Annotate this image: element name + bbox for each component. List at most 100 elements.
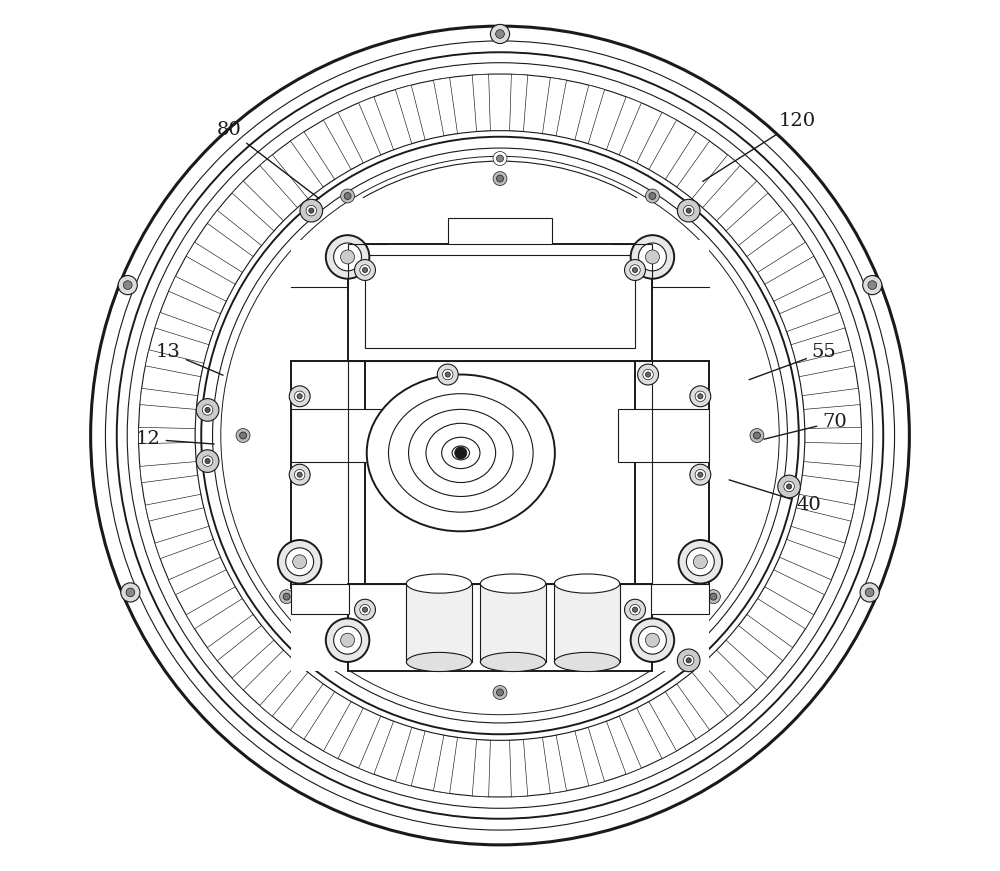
- Circle shape: [690, 464, 711, 485]
- Circle shape: [645, 250, 659, 264]
- Polygon shape: [433, 78, 458, 136]
- Circle shape: [344, 192, 351, 199]
- Circle shape: [497, 155, 503, 162]
- Polygon shape: [717, 640, 768, 690]
- Polygon shape: [359, 716, 394, 774]
- Polygon shape: [692, 155, 740, 207]
- Circle shape: [493, 685, 507, 699]
- Polygon shape: [260, 155, 308, 207]
- Circle shape: [306, 206, 317, 216]
- Circle shape: [201, 137, 799, 734]
- Bar: [348, 584, 652, 671]
- Circle shape: [496, 30, 504, 38]
- Polygon shape: [140, 388, 198, 409]
- Circle shape: [445, 372, 450, 377]
- Circle shape: [360, 265, 370, 275]
- Circle shape: [213, 148, 787, 723]
- Circle shape: [693, 555, 707, 569]
- Circle shape: [786, 484, 792, 490]
- Ellipse shape: [389, 394, 533, 512]
- Circle shape: [91, 26, 909, 845]
- Circle shape: [437, 364, 458, 385]
- Polygon shape: [796, 494, 855, 521]
- Circle shape: [105, 41, 895, 830]
- Text: 70: 70: [764, 413, 847, 439]
- Circle shape: [706, 590, 720, 604]
- Circle shape: [121, 583, 140, 602]
- Bar: [291, 584, 349, 614]
- Polygon shape: [717, 181, 768, 231]
- Circle shape: [677, 199, 700, 222]
- Circle shape: [686, 548, 714, 576]
- Polygon shape: [359, 97, 394, 155]
- Circle shape: [300, 199, 323, 222]
- Circle shape: [686, 208, 691, 213]
- Circle shape: [196, 449, 219, 472]
- Bar: [635, 361, 709, 588]
- Circle shape: [493, 172, 507, 186]
- Circle shape: [202, 405, 213, 415]
- Polygon shape: [606, 97, 641, 155]
- Circle shape: [341, 633, 355, 647]
- Circle shape: [309, 208, 314, 213]
- Circle shape: [455, 447, 467, 459]
- Polygon shape: [787, 526, 845, 558]
- Circle shape: [221, 157, 779, 714]
- Polygon shape: [155, 313, 213, 345]
- Polygon shape: [155, 526, 213, 558]
- Circle shape: [326, 235, 369, 279]
- Circle shape: [863, 275, 882, 294]
- Circle shape: [362, 607, 368, 612]
- Polygon shape: [738, 210, 793, 257]
- Circle shape: [443, 369, 453, 380]
- Circle shape: [221, 157, 779, 714]
- Circle shape: [631, 618, 674, 662]
- Polygon shape: [575, 727, 605, 786]
- Circle shape: [643, 369, 653, 380]
- Bar: [651, 584, 709, 614]
- Ellipse shape: [367, 375, 555, 531]
- Circle shape: [679, 540, 722, 584]
- Polygon shape: [145, 350, 204, 377]
- Bar: [406, 584, 472, 662]
- Circle shape: [236, 429, 250, 442]
- Circle shape: [202, 456, 213, 466]
- Polygon shape: [665, 132, 710, 187]
- Circle shape: [286, 548, 314, 576]
- Polygon shape: [472, 74, 490, 132]
- Ellipse shape: [452, 446, 470, 460]
- Bar: [448, 218, 552, 244]
- Polygon shape: [395, 85, 425, 144]
- Polygon shape: [542, 78, 567, 136]
- Circle shape: [686, 658, 691, 663]
- Circle shape: [362, 267, 368, 273]
- Bar: [291, 240, 709, 671]
- Circle shape: [632, 267, 638, 273]
- Polygon shape: [139, 428, 195, 443]
- Ellipse shape: [480, 652, 546, 672]
- Text: 13: 13: [156, 343, 223, 375]
- Bar: [480, 584, 546, 662]
- Polygon shape: [796, 350, 855, 377]
- Circle shape: [127, 63, 873, 808]
- Circle shape: [341, 250, 355, 264]
- Polygon shape: [290, 684, 335, 739]
- Circle shape: [289, 464, 310, 485]
- Circle shape: [294, 469, 305, 480]
- Polygon shape: [169, 557, 226, 595]
- Circle shape: [649, 192, 656, 199]
- Ellipse shape: [406, 574, 472, 593]
- Circle shape: [205, 458, 210, 463]
- Ellipse shape: [554, 574, 620, 593]
- Circle shape: [240, 432, 247, 439]
- Polygon shape: [665, 684, 710, 739]
- Circle shape: [297, 472, 302, 477]
- Circle shape: [868, 280, 877, 289]
- Circle shape: [195, 131, 805, 740]
- Circle shape: [695, 469, 706, 480]
- Circle shape: [690, 386, 711, 407]
- Circle shape: [196, 399, 219, 422]
- Polygon shape: [802, 388, 860, 409]
- Circle shape: [625, 599, 645, 620]
- Polygon shape: [207, 210, 262, 257]
